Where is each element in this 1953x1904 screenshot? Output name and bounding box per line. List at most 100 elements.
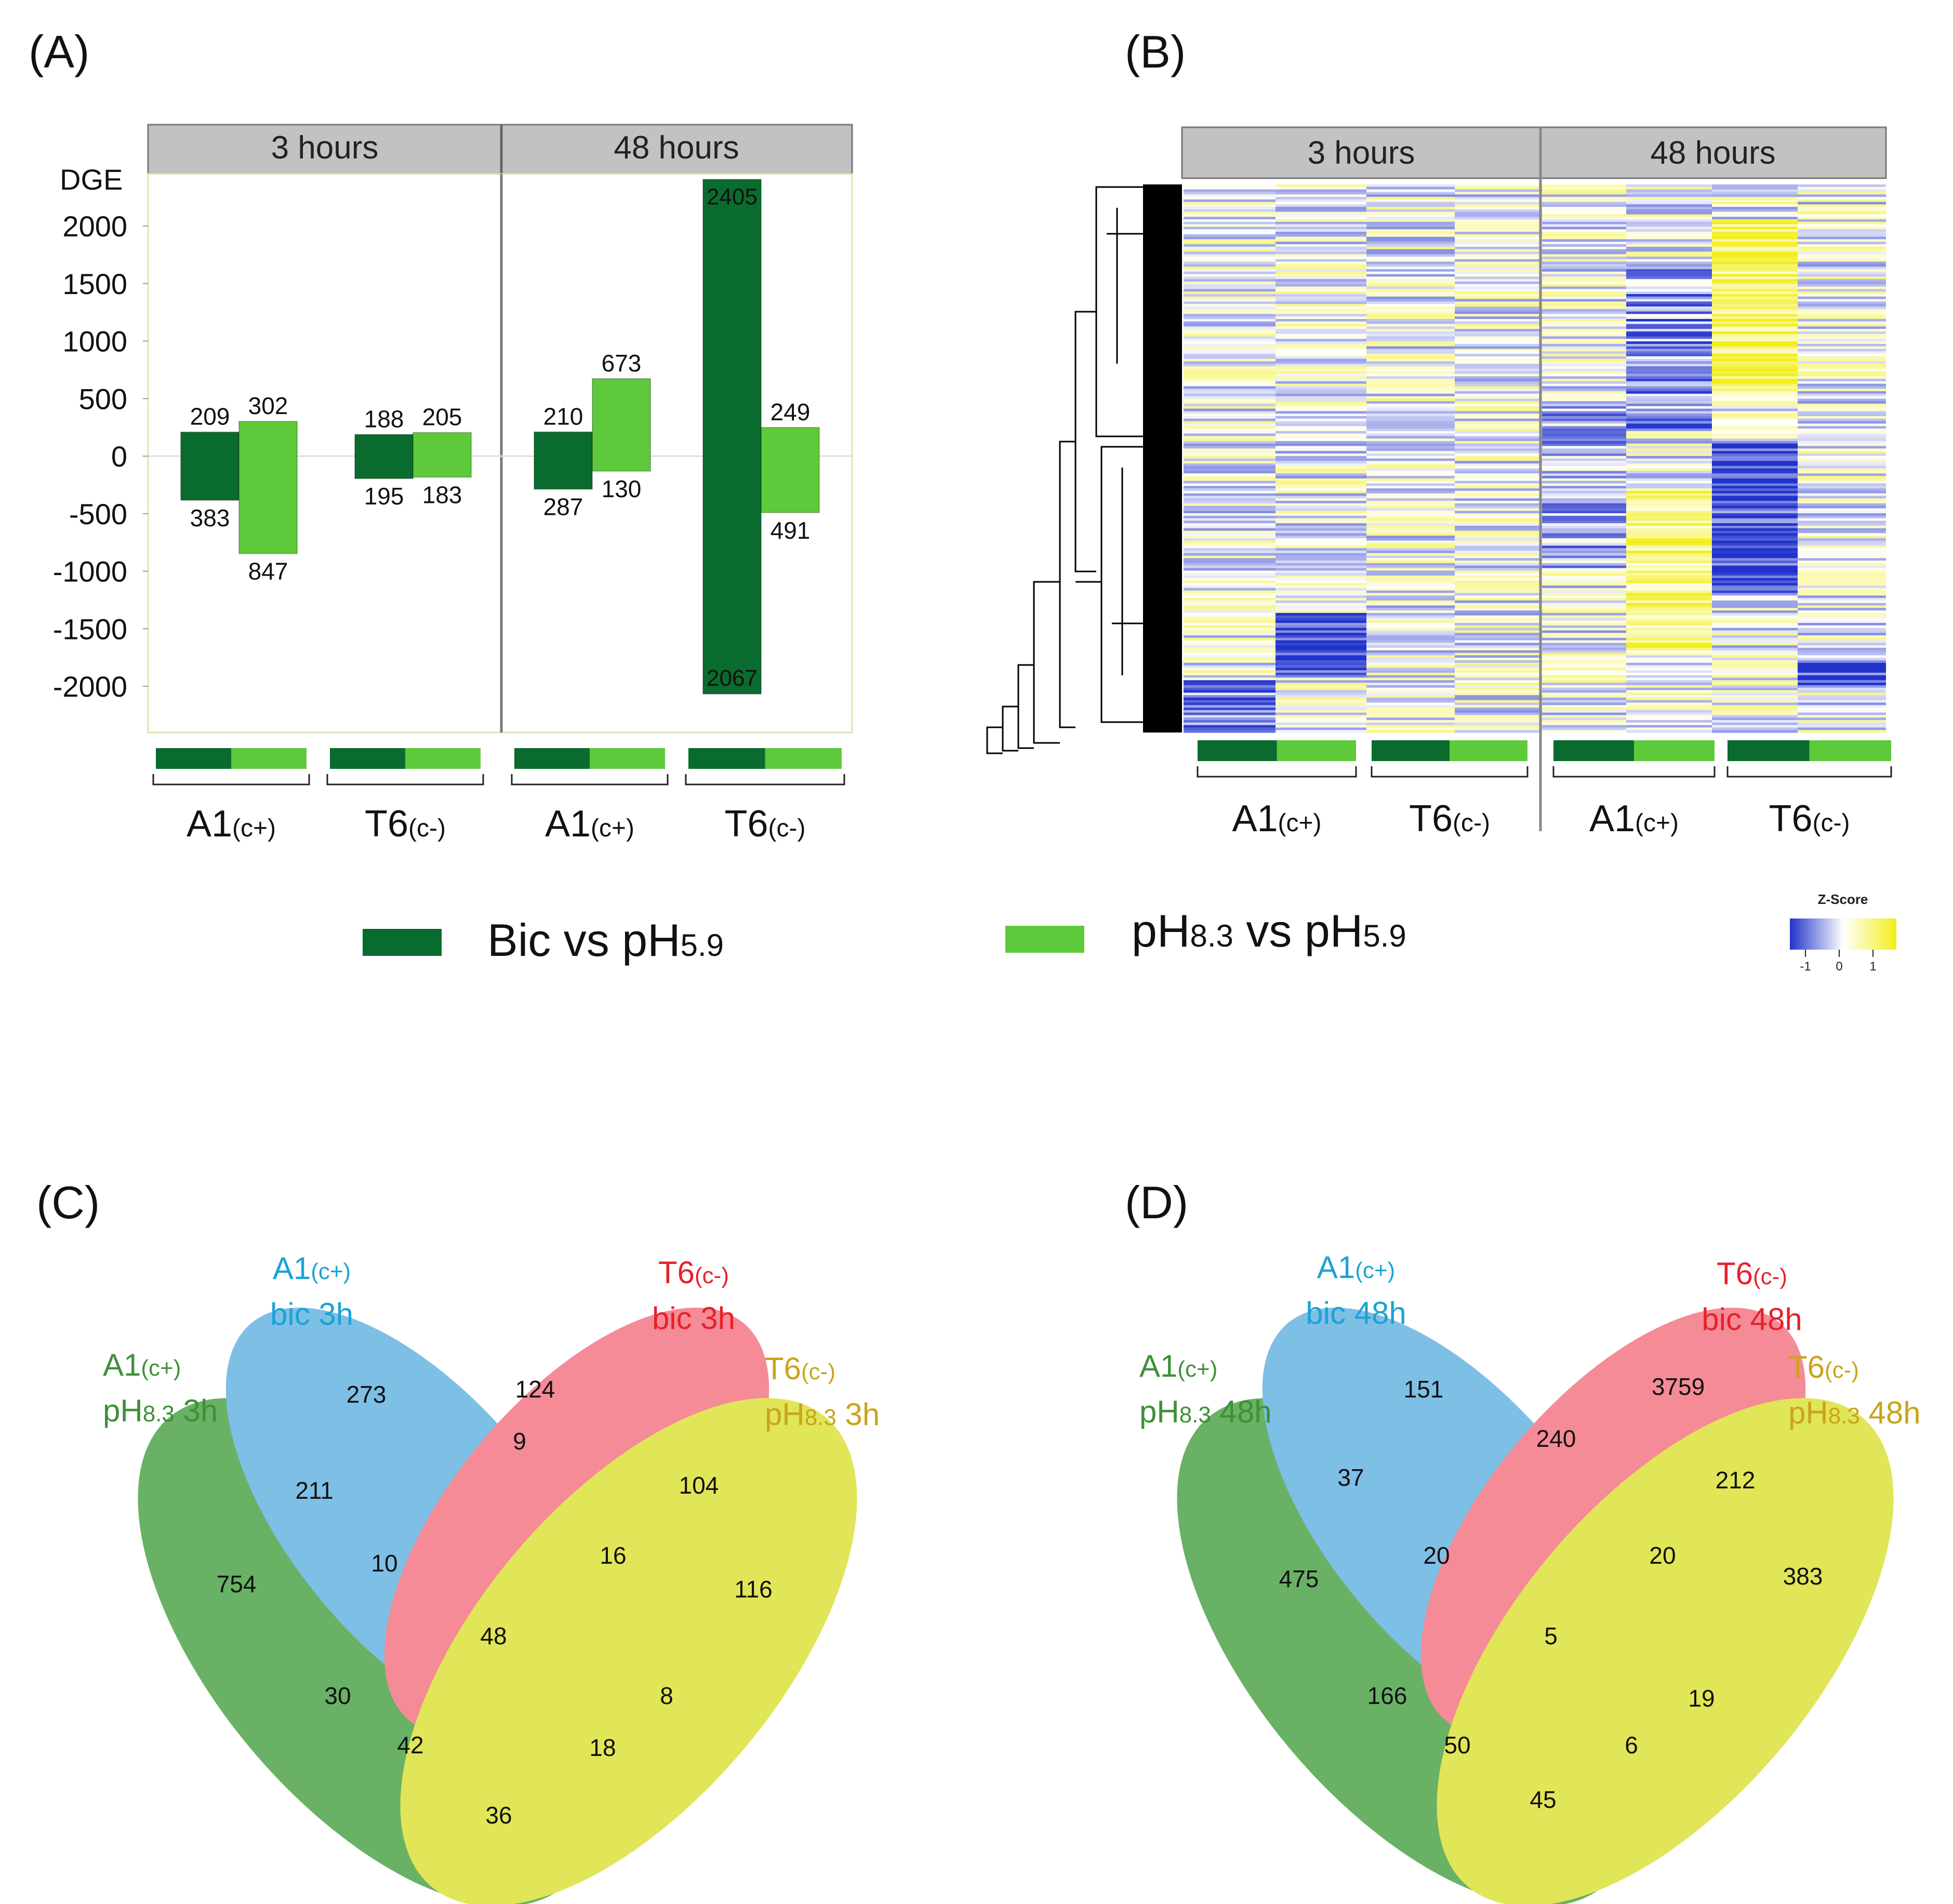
- heatmap-cell: [1184, 672, 1276, 676]
- heatmap-cell: [1366, 628, 1455, 631]
- heatmap-cell: [1184, 558, 1276, 561]
- heatmap-cell: [1626, 364, 1712, 367]
- heatmap-cell: [1542, 199, 1626, 203]
- heatmap-cell: [1276, 615, 1366, 619]
- venn-set-label-line2: pH8.3 48h: [1139, 1394, 1272, 1429]
- heatmap-cell: [1798, 257, 1886, 260]
- heatmap-cell: [1712, 246, 1798, 250]
- swatch-ph83: [405, 748, 481, 769]
- heatmap-cell: [1712, 214, 1798, 217]
- heatmap-cell: [1542, 528, 1626, 531]
- heatmap-cell: [1712, 550, 1798, 554]
- heatmap-cell: [1626, 600, 1712, 604]
- heatmap-cell: [1276, 202, 1366, 205]
- heatmap-cell: [1276, 490, 1366, 494]
- heatmap-cell: [1366, 189, 1455, 192]
- heatmap-cell: [1626, 486, 1712, 489]
- heatmap-cell: [1542, 396, 1626, 400]
- heatmap-cell: [1712, 398, 1798, 402]
- heatmap-cell: [1184, 361, 1276, 364]
- heatmap-cell: [1455, 548, 1542, 551]
- heatmap-cell: [1276, 426, 1366, 429]
- heatmap-cell: [1626, 518, 1712, 521]
- heatmap-cell: [1542, 341, 1626, 344]
- heatmap-cell: [1798, 279, 1886, 282]
- heatmap-cell: [1798, 672, 1886, 676]
- heatmap-cell: [1366, 685, 1455, 688]
- heatmap-cell: [1455, 257, 1542, 260]
- heatmap-cell: [1712, 274, 1798, 277]
- heatmap-cell: [1366, 411, 1455, 414]
- heatmap-cell: [1366, 227, 1455, 230]
- heatmap-cell: [1798, 687, 1886, 691]
- heatmap-cell: [1455, 229, 1542, 232]
- heatmap-cell: [1455, 346, 1542, 350]
- heatmap-cell: [1366, 637, 1455, 641]
- heatmap-cell: [1542, 204, 1626, 207]
- heatmap-cell: [1542, 505, 1626, 509]
- heatmap-cell: [1626, 717, 1712, 721]
- heatmap-cell: [1276, 570, 1366, 574]
- heatmap-cell: [1798, 653, 1886, 656]
- heatmap-cell: [1366, 364, 1455, 367]
- heatmap-cell: [1712, 650, 1798, 654]
- heatmap-cell: [1542, 565, 1626, 569]
- heatmap-cell: [1798, 446, 1886, 449]
- y-tick-label: 2000: [62, 210, 127, 243]
- heatmap-cell: [1455, 279, 1542, 282]
- heatmap-cell: [1184, 515, 1276, 519]
- heatmap-cell: [1712, 456, 1798, 459]
- heatmap-cell: [1184, 458, 1276, 461]
- heatmap-cell: [1542, 490, 1626, 494]
- heatmap-cell: [1455, 391, 1542, 394]
- heatmap-cell: [1184, 354, 1276, 357]
- heatmap-cell: [1455, 411, 1542, 414]
- heatmap-cell: [1184, 259, 1276, 262]
- heatmap-cell: [1712, 481, 1798, 484]
- heatmap-cell: [1366, 209, 1455, 212]
- heatmap-cell: [1712, 309, 1798, 312]
- heatmap-cell: [1712, 453, 1798, 457]
- heatmap-cell: [1798, 668, 1886, 671]
- heatmap-cell: [1798, 483, 1886, 486]
- heatmap-cell: [1276, 404, 1366, 407]
- heatmap-cell: [1712, 670, 1798, 673]
- heatmap-cell: [1798, 650, 1886, 654]
- heatmap-cell: [1276, 561, 1366, 564]
- heatmap-cell: [1712, 204, 1798, 207]
- heatmap-cell: [1798, 496, 1886, 499]
- heatmap-cell: [1276, 461, 1366, 464]
- heatmap-cell: [1184, 436, 1276, 439]
- heatmap-cell: [1542, 251, 1626, 255]
- heatmap-cell: [1276, 259, 1366, 262]
- heatmap-cell: [1184, 461, 1276, 464]
- heatmap-cell: [1798, 284, 1886, 287]
- heatmap-cell: [1626, 530, 1712, 534]
- heatmap-cell: [1712, 386, 1798, 389]
- heatmap-cell: [1712, 421, 1798, 424]
- heatmap-cell: [1366, 294, 1455, 297]
- heatmap-cell: [1184, 249, 1276, 252]
- heatmap-cell: [1455, 553, 1542, 556]
- heatmap-cell: [1542, 558, 1626, 561]
- heatmap-cell: [1366, 655, 1455, 658]
- bar-ph83: [413, 432, 472, 478]
- heatmap-cell: [1542, 458, 1626, 461]
- heatmap-cell: [1455, 324, 1542, 327]
- heatmap-cell: [1626, 379, 1712, 382]
- heatmap-cell: [1712, 441, 1798, 444]
- heatmap-cell: [1366, 438, 1455, 442]
- heatmap-cell: [1184, 311, 1276, 314]
- heatmap-cell: [1798, 354, 1886, 357]
- heatmap-cell: [1455, 702, 1542, 705]
- heatmap-cell: [1276, 354, 1366, 357]
- heatmap-cell: [1366, 613, 1455, 616]
- heatmap-cell: [1712, 483, 1798, 486]
- heatmap-cell: [1798, 578, 1886, 581]
- heatmap-cell: [1455, 383, 1542, 387]
- heatmap-cell: [1798, 381, 1886, 384]
- heatmap-cell: [1712, 261, 1798, 265]
- heatmap-cell: [1276, 356, 1366, 360]
- heatmap-cell: [1184, 570, 1276, 574]
